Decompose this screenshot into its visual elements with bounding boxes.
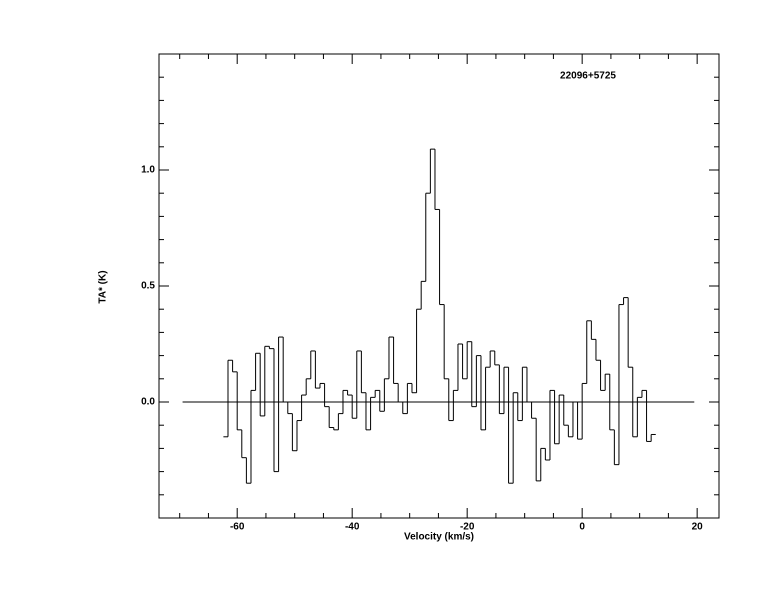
x-tick-label: -20 [460, 522, 475, 533]
y-tick-label: 1.0 [141, 165, 155, 176]
x-tick-label: -40 [345, 522, 360, 533]
y-tick-label: 0.0 [141, 397, 155, 408]
x-tick-label: 0 [579, 522, 585, 533]
plot-frame [158, 53, 720, 519]
x-axis-label: Velocity (km/s) [404, 532, 474, 543]
chart-title: 22096+5725 [560, 71, 616, 82]
x-tick-label: -60 [230, 522, 245, 533]
x-tick-label: 20 [692, 522, 704, 533]
step-risers [227, 149, 652, 484]
y-tick-label: 0.5 [141, 281, 155, 292]
y-axis-label: TA* (K) [98, 270, 109, 303]
